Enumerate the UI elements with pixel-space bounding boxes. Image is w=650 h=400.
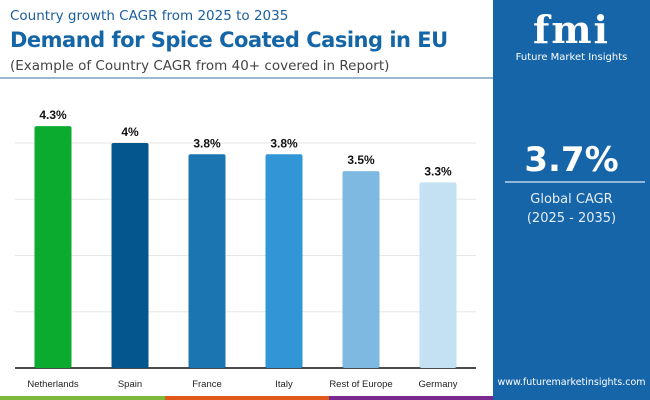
global-cagr-label-line1: Global CAGR xyxy=(530,192,613,207)
header-divider xyxy=(0,77,493,79)
footer-strip-orange xyxy=(165,396,329,400)
x-tick-label: Spain xyxy=(118,379,142,390)
footer-strip-green xyxy=(0,396,165,400)
data-label: 3.8% xyxy=(193,136,221,150)
bar-italy xyxy=(265,154,303,368)
global-cagr-value: 3.7% xyxy=(524,140,619,180)
footer-strip-purple xyxy=(329,396,493,400)
chart-note: (Example of Country CAGR from 40+ covere… xyxy=(10,58,390,74)
bar-chart: 4.3% Netherlands 4% Spain 3.8% France 3.8% Ital… xyxy=(15,108,476,390)
x-tick-label: France xyxy=(192,379,222,390)
fmi-logo: fmi Future Market Insights xyxy=(493,6,650,63)
x-tick-label: Germany xyxy=(418,379,457,390)
logo-name: Future Market Insights xyxy=(515,52,628,63)
website-link[interactable]: www.futuremarketinsights.com xyxy=(497,377,646,388)
bar-rest-of-europe xyxy=(342,171,380,368)
panel-divider xyxy=(505,181,645,183)
bar-netherlands xyxy=(34,126,72,368)
global-cagr-period: (2025 - 2035) xyxy=(526,211,617,226)
data-label: 4.3% xyxy=(39,108,67,122)
summary-panel: fmi Future Market Insights 3.7% Global C… xyxy=(493,0,650,400)
data-label: 3.5% xyxy=(347,153,375,167)
bar-germany xyxy=(419,182,457,368)
bar-spain xyxy=(111,143,149,368)
x-tick-label: Rest of Europe xyxy=(329,379,392,390)
bar-france xyxy=(188,154,226,368)
chart-title: Demand for Spice Coated Casing in EU xyxy=(10,28,448,52)
data-label: 3.8% xyxy=(270,136,298,150)
chart-subtitle: Country growth CAGR from 2025 to 2035 xyxy=(10,8,289,24)
data-label: 4% xyxy=(121,125,139,139)
global-cagr-label: Global CAGR (2025 - 2035) xyxy=(493,190,650,228)
data-label: 3.3% xyxy=(424,164,452,178)
x-tick-label: Italy xyxy=(275,379,293,390)
x-tick-label: Netherlands xyxy=(27,379,78,390)
